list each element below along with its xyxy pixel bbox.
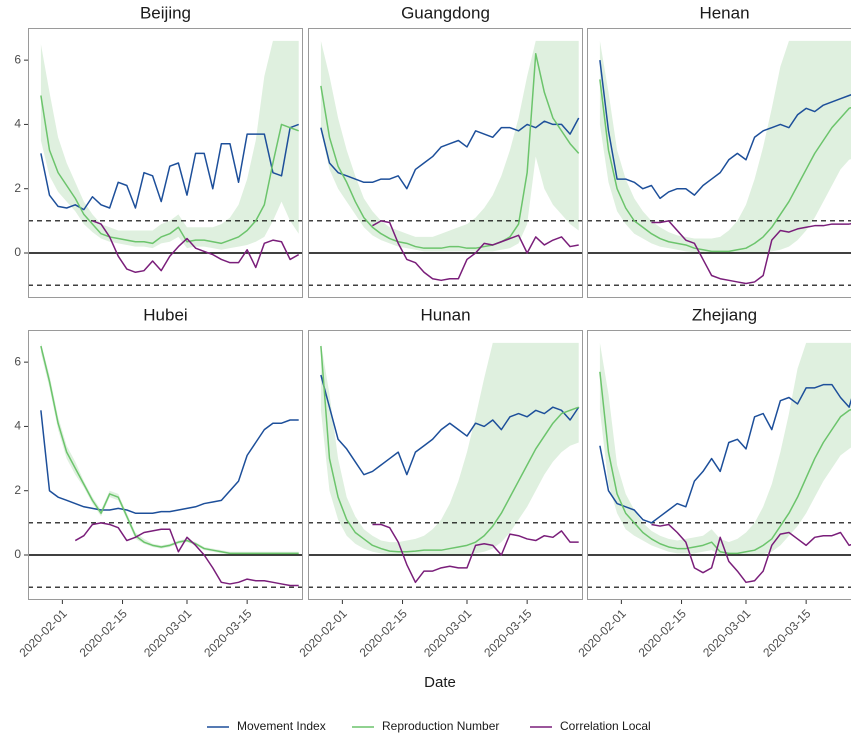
- panel-border: [28, 330, 303, 600]
- series-line: [320, 346, 579, 553]
- panel: [587, 342, 851, 588]
- panel-border: [587, 28, 851, 298]
- y-tick-label: 6: [14, 52, 21, 66]
- x-tick-label: 2020-02-15: [77, 606, 131, 660]
- confidence-band: [599, 40, 851, 253]
- x-tick-label: 2020-03-01: [141, 606, 195, 660]
- series-line: [40, 345, 299, 555]
- series-line: [320, 117, 580, 190]
- series-line: [320, 52, 580, 249]
- y-tick-label: 6: [14, 354, 21, 368]
- panel-border: [308, 28, 583, 298]
- series-line: [40, 410, 299, 514]
- panel-background: [28, 330, 303, 600]
- legend-label: Movement Index: [237, 719, 326, 733]
- series-line: [651, 220, 851, 285]
- y-tick-label: 2: [14, 181, 21, 195]
- series-line: [372, 523, 579, 584]
- x-tick-label: 2020-03-15: [481, 606, 535, 660]
- facet-title: Beijing: [140, 3, 191, 22]
- series-line: [599, 79, 851, 253]
- y-tick-label: 4: [14, 419, 21, 433]
- legend-label: Reproduction Number: [382, 719, 499, 733]
- series-line: [40, 95, 299, 245]
- panel: [28, 40, 303, 286]
- series-line: [651, 523, 851, 584]
- panel-border: [28, 28, 303, 298]
- x-tick-label: 2020-02-01: [296, 606, 350, 660]
- x-tick-label: 2020-03-01: [421, 606, 475, 660]
- x-tick-label: 2020-03-15: [760, 606, 814, 660]
- panel: [308, 342, 583, 588]
- series-line: [599, 60, 851, 200]
- confidence-band: [40, 40, 299, 250]
- confidence-band: [320, 40, 579, 252]
- facet-title: Hubei: [143, 305, 187, 324]
- facet-title: Guangdong: [401, 3, 490, 22]
- panel: [28, 342, 303, 588]
- series-line: [599, 371, 851, 555]
- x-tick-label: 2020-02-01: [16, 606, 70, 660]
- x-tick-label: 2020-03-01: [700, 606, 754, 660]
- x-tick-label: 2020-02-15: [636, 606, 690, 660]
- panel: [587, 40, 851, 286]
- y-tick-label: 0: [14, 245, 21, 259]
- x-tick-label: 2020-02-01: [575, 606, 629, 660]
- series-line: [372, 220, 579, 282]
- facet-title: Henan: [699, 3, 749, 22]
- series-line: [320, 374, 580, 476]
- facet-title: Hunan: [420, 305, 470, 324]
- series-line: [74, 522, 299, 587]
- panel-border: [308, 330, 583, 600]
- confidence-band: [599, 342, 851, 555]
- x-tick-label: 2020-02-15: [357, 606, 411, 660]
- panel: [308, 40, 583, 286]
- x-tick-label: 2020-03-15: [201, 606, 255, 660]
- legend-label: Correlation Local: [560, 719, 651, 733]
- confidence-band: [320, 342, 579, 555]
- series-line: [92, 220, 300, 274]
- x-axis-title: Date: [424, 674, 456, 691]
- series-line: [599, 383, 851, 524]
- series-line: [40, 123, 299, 211]
- y-tick-label: 0: [14, 547, 21, 561]
- panel-border: [587, 330, 851, 600]
- confidence-band: [40, 342, 299, 555]
- y-tick-label: 2: [14, 483, 21, 497]
- facet-title: Zhejiang: [692, 305, 757, 324]
- y-tick-label: 4: [14, 117, 21, 131]
